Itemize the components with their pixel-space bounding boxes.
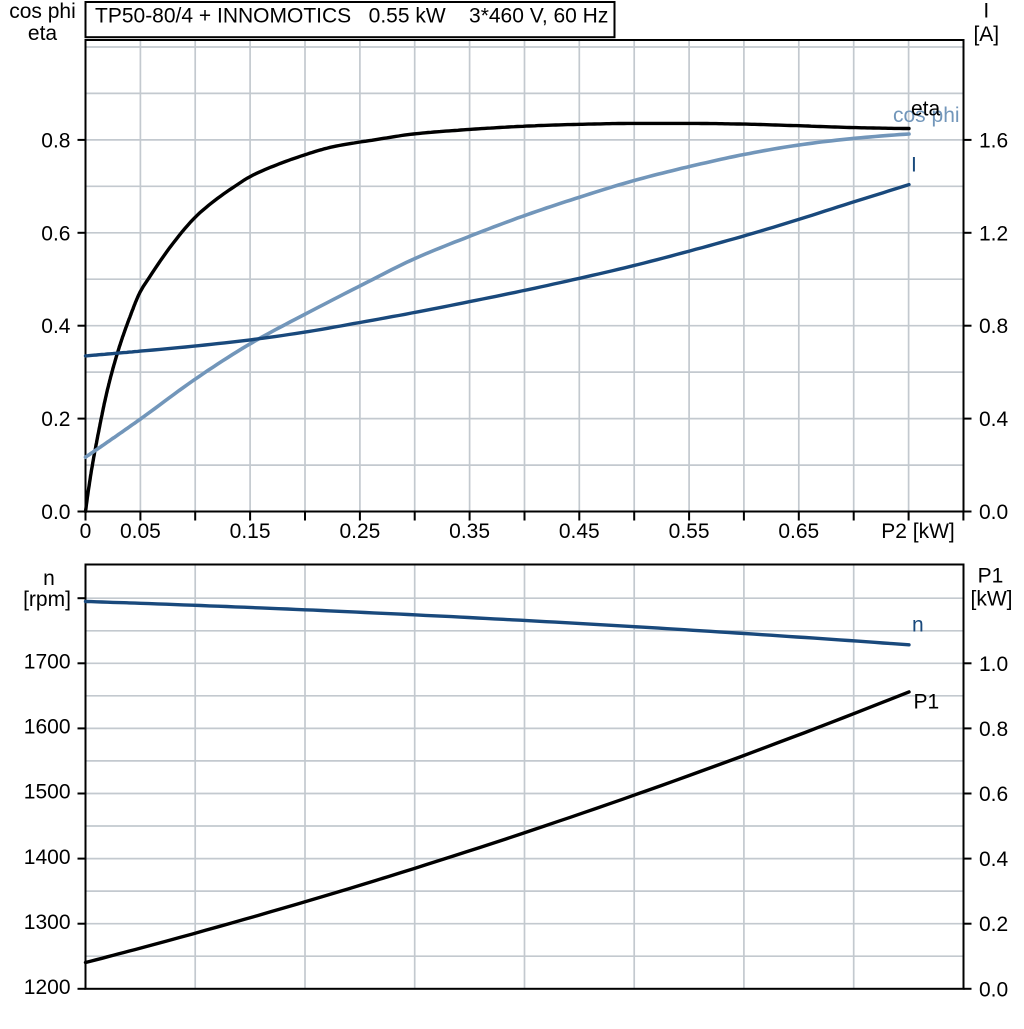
svg-text:0.2: 0.2 — [41, 408, 70, 431]
svg-text:I: I — [983, 0, 989, 23]
svg-text:0.15: 0.15 — [230, 520, 271, 543]
svg-text:0.8: 0.8 — [979, 718, 1008, 741]
svg-text:0.25: 0.25 — [339, 520, 380, 543]
svg-text:0.65: 0.65 — [778, 520, 819, 543]
svg-text:P2 [kW]: P2 [kW] — [881, 520, 955, 543]
svg-text:0.8: 0.8 — [41, 129, 70, 152]
svg-text:1.2: 1.2 — [979, 222, 1008, 245]
svg-text:[A]: [A] — [973, 23, 999, 46]
svg-text:1300: 1300 — [24, 911, 71, 934]
svg-text:TP50-80/4 + INNOMOTICS 0.55: TP50-80/4 + INNOMOTICS 0.55 kW 3*460 V, … — [95, 5, 608, 28]
svg-text:1.6: 1.6 — [979, 129, 1008, 152]
svg-text:0.0: 0.0 — [979, 501, 1008, 524]
svg-text:0.4: 0.4 — [979, 848, 1009, 871]
svg-text:1600: 1600 — [24, 716, 71, 739]
svg-text:eta: eta — [911, 98, 941, 121]
svg-text:0: 0 — [80, 520, 92, 543]
svg-text:P1: P1 — [914, 691, 940, 714]
svg-text:1700: 1700 — [24, 651, 71, 674]
svg-text:0.55: 0.55 — [669, 520, 710, 543]
svg-text:n: n — [912, 614, 924, 637]
svg-text:eta: eta — [28, 22, 58, 45]
svg-text:0.35: 0.35 — [449, 520, 490, 543]
svg-text:I: I — [911, 154, 917, 177]
svg-text:0.0: 0.0 — [979, 978, 1008, 1001]
svg-text:cos phi: cos phi — [9, 0, 76, 23]
svg-text:1.0: 1.0 — [979, 653, 1008, 676]
svg-text:0.8: 0.8 — [979, 315, 1008, 338]
svg-text:0.0: 0.0 — [41, 501, 70, 524]
svg-text:P1: P1 — [978, 565, 1004, 588]
svg-text:0.4: 0.4 — [41, 315, 71, 338]
svg-text:[rpm]: [rpm] — [23, 588, 71, 611]
svg-text:0.6: 0.6 — [979, 783, 1008, 806]
svg-text:0.6: 0.6 — [41, 222, 70, 245]
svg-text:cos phi: cos phi — [893, 104, 960, 127]
svg-text:0.4: 0.4 — [979, 408, 1009, 431]
svg-text:0.45: 0.45 — [559, 520, 600, 543]
svg-text:1500: 1500 — [24, 781, 71, 804]
svg-text:n: n — [43, 567, 55, 590]
svg-text:1200: 1200 — [24, 976, 71, 999]
svg-text:1400: 1400 — [24, 846, 71, 869]
svg-text:0.2: 0.2 — [979, 913, 1008, 936]
svg-text:0.05: 0.05 — [120, 520, 161, 543]
svg-text:[kW]: [kW] — [971, 588, 1013, 611]
